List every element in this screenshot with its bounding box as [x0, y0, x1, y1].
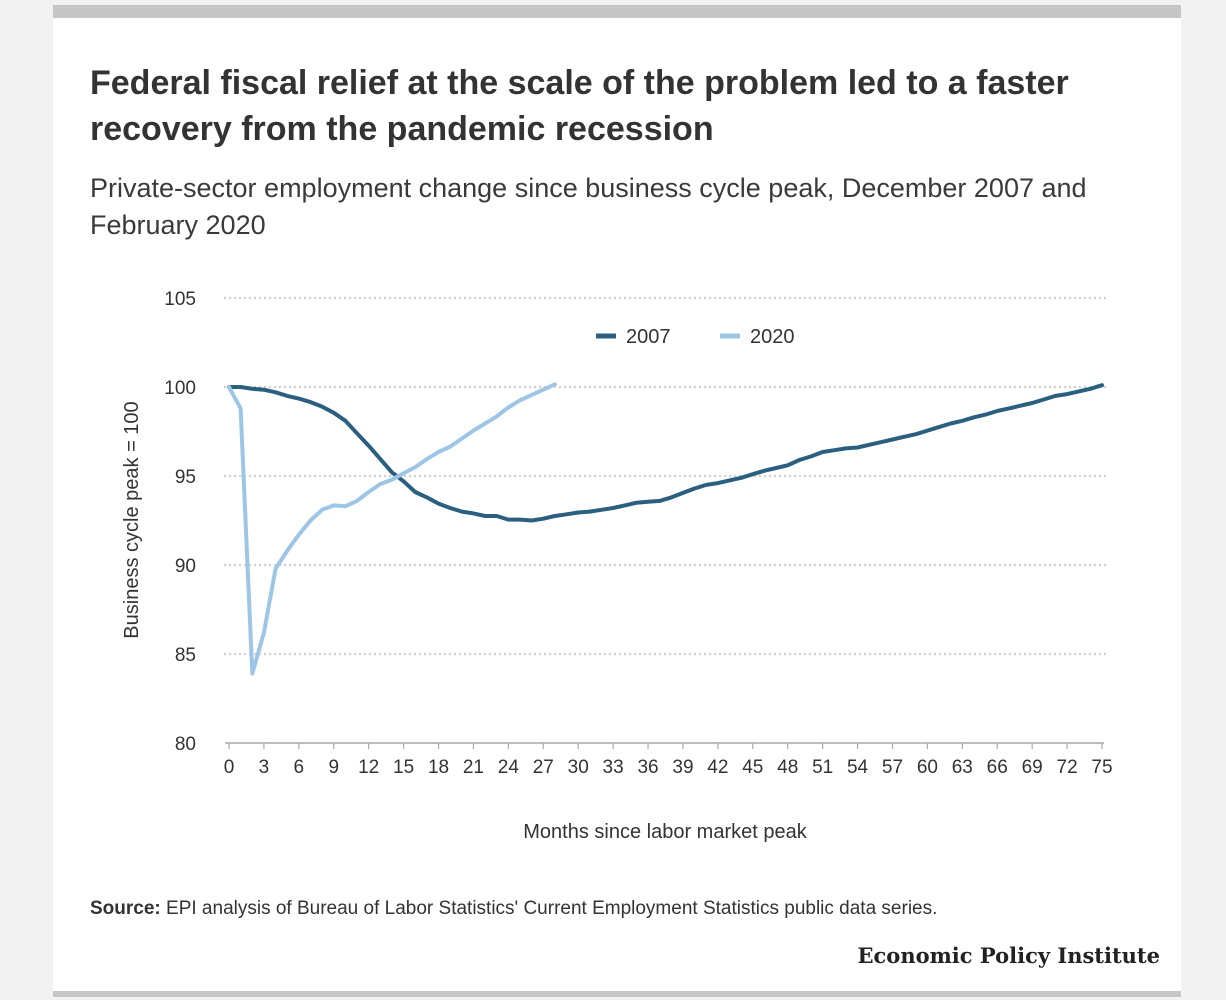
source-label: Source: [90, 898, 161, 919]
y-tick-label: 80 [175, 734, 196, 755]
x-tick-label: 63 [952, 757, 973, 778]
series-line-2020 [227, 382, 557, 676]
series-line-2007 [227, 383, 1104, 523]
x-tick-label: 75 [1091, 757, 1112, 778]
x-tick-label: 0 [224, 757, 235, 778]
x-tick-label: 54 [847, 757, 869, 778]
x-tick-label: 36 [637, 757, 658, 778]
chart-title: Federal fiscal relief at the scale of th… [90, 64, 1069, 148]
x-tick-label: 33 [603, 757, 624, 778]
x-tick-label: 6 [294, 757, 305, 778]
source-note: Source: EPI analysis of Bureau of Labor … [90, 898, 1170, 920]
legend-label-2020: 2020 [750, 326, 795, 348]
x-tick-label: 18 [428, 757, 449, 778]
x-tick-label: 30 [568, 757, 589, 778]
legend-label-2007: 2007 [626, 326, 671, 348]
bottom-rule [53, 991, 1181, 997]
publisher-name: Economic Policy Institute [857, 943, 1160, 968]
y-tick-label: 95 [175, 467, 196, 488]
x-axis-title: Months since labor market peak [523, 821, 807, 843]
top-rule [53, 5, 1181, 18]
y-tick-label: 85 [175, 645, 196, 666]
x-tick-label: 39 [672, 757, 693, 778]
x-tick-label: 60 [917, 757, 938, 778]
x-tick-label: 27 [533, 757, 554, 778]
x-tick-label: 48 [777, 757, 798, 778]
source-text: EPI analysis of Bureau of Labor Statisti… [160, 898, 938, 919]
x-tick-label: 42 [707, 757, 728, 778]
x-tick-label: 66 [987, 757, 1008, 778]
x-tick-label: 72 [1057, 757, 1078, 778]
x-tick-label: 3 [259, 757, 270, 778]
x-tick-label: 12 [358, 757, 379, 778]
x-tick-label: 45 [742, 757, 763, 778]
x-tick-label: 15 [393, 757, 414, 778]
x-tick-label: 51 [812, 757, 833, 778]
y-axis-title: Business cycle peak = 100 [121, 401, 143, 638]
x-tick-label: 69 [1022, 757, 1043, 778]
y-tick-label: 100 [164, 378, 196, 399]
x-tick-label: 57 [882, 757, 903, 778]
x-tick-label: 9 [328, 757, 339, 778]
chart-subtitle: Private-sector employment change since b… [90, 173, 1087, 240]
x-tick-label: 21 [463, 757, 484, 778]
y-tick-label: 90 [175, 556, 196, 577]
x-tick-label: 24 [498, 757, 520, 778]
y-tick-label: 105 [164, 289, 196, 310]
chart-card [53, 5, 1181, 997]
